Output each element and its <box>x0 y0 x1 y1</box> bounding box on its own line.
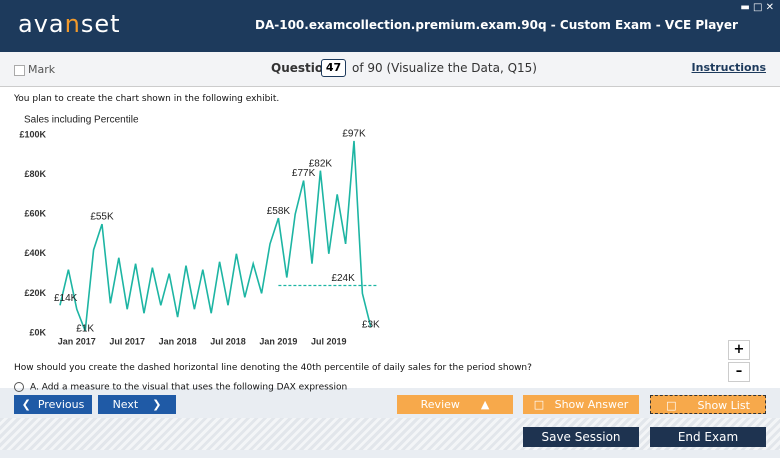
chart-title: Sales including Percentile <box>24 115 139 126</box>
button-label: Review <box>420 398 460 411</box>
question-number[interactable]: 47 <box>321 59 346 77</box>
logo-part: set <box>80 10 121 38</box>
x-tick-label: Jan 2018 <box>159 336 197 346</box>
data-label: £3K <box>362 320 380 331</box>
zoom-in[interactable]: + <box>728 340 750 360</box>
button-label: Show Answer <box>554 398 629 411</box>
data-label: £1K <box>76 324 94 335</box>
data-label: £55K <box>90 212 114 223</box>
data-label: £82K <box>309 158 333 169</box>
toolbar: Mark Question 47 of 90 (Visualize the Da… <box>0 52 780 87</box>
y-tick-label: £40K <box>24 248 46 258</box>
window-controls[interactable]: ▬ □ ✕ <box>740 2 774 13</box>
next-button[interactable]: Next ❯ <box>98 395 176 414</box>
data-label: £97K <box>342 129 366 140</box>
data-label: £14K <box>54 293 78 304</box>
window-title: DA-100.examcollection.premium.exam.90q -… <box>255 18 738 32</box>
show-answer-button[interactable]: □ Show Answer <box>523 395 639 414</box>
instructions-link[interactable]: Instructions <box>691 61 766 74</box>
data-label: £58K <box>267 206 291 217</box>
percentile-label: £24K <box>331 273 355 284</box>
x-tick-label: Jul 2019 <box>311 336 347 346</box>
previous-button[interactable]: ❮ Previous <box>14 395 92 414</box>
chart: Sales including Percentile £0K £20K £40K £6… <box>19 115 380 347</box>
end-exam-button[interactable]: End Exam <box>650 427 766 447</box>
logo-part: n <box>64 10 81 38</box>
zoom-out[interactable]: – <box>728 362 750 382</box>
option-a-text: A. Add a measure to the visual that uses… <box>30 382 348 393</box>
x-tick-label: Jul 2017 <box>109 336 145 346</box>
question-text: You plan to create the chart shown in th… <box>14 94 280 104</box>
save-session-button[interactable]: Save Session <box>523 427 639 447</box>
y-tick-label: £0K <box>29 327 46 337</box>
button-label: Previous <box>37 398 85 411</box>
x-tick-label: Jan 2019 <box>259 336 297 346</box>
question-label: Question <box>271 61 332 75</box>
y-tick-label: £20K <box>24 288 46 298</box>
x-tick-label: Jan 2017 <box>58 336 96 346</box>
y-tick-label: £80K <box>24 169 46 179</box>
question-content: You plan to create the chart shown in th… <box>0 87 780 393</box>
show-list-button[interactable]: □ Show List <box>650 395 766 414</box>
mark-label: Mark <box>28 63 56 76</box>
option-a[interactable]: A. Add a measure to the visual that uses… <box>14 382 347 393</box>
logo: avanset <box>18 10 121 38</box>
mark-checkbox[interactable]: Mark <box>14 63 55 76</box>
data-label: £77K <box>292 168 316 179</box>
y-tick-label: £60K <box>24 209 46 219</box>
header: avanset DA-100.examcollection.premium.ex… <box>0 0 780 52</box>
zoom-controls: + – <box>728 340 750 384</box>
button-label: Show List <box>697 399 750 412</box>
button-label: Next <box>112 398 139 411</box>
sales-line <box>59 140 372 332</box>
review-button[interactable]: Review ▲ <box>397 395 513 414</box>
y-tick-label: £100K <box>19 129 46 139</box>
question-prompt: How should you create the dashed horizon… <box>14 363 532 373</box>
x-tick-label: Jul 2018 <box>210 336 246 346</box>
logo-part: ava <box>18 10 65 38</box>
question-of: of 90 (Visualize the Data, Q15) <box>352 61 537 75</box>
